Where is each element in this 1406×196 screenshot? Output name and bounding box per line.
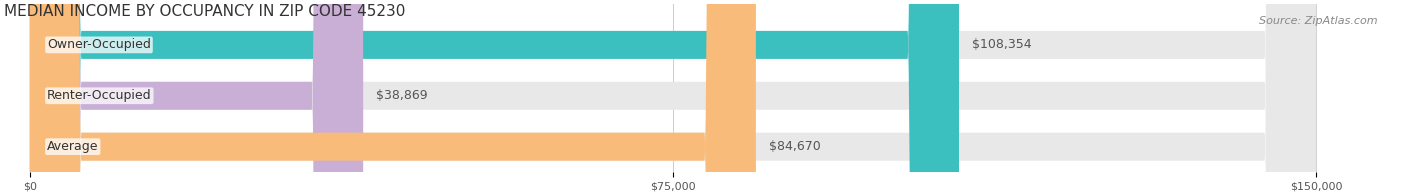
Text: $84,670: $84,670 [769,140,821,153]
FancyBboxPatch shape [30,0,1316,196]
FancyBboxPatch shape [30,0,1316,196]
Text: Average: Average [46,140,98,153]
Text: $108,354: $108,354 [972,38,1032,51]
FancyBboxPatch shape [30,0,756,196]
FancyBboxPatch shape [30,0,959,196]
Text: Owner-Occupied: Owner-Occupied [46,38,150,51]
FancyBboxPatch shape [30,0,1316,196]
Text: Renter-Occupied: Renter-Occupied [46,89,152,102]
Text: MEDIAN INCOME BY OCCUPANCY IN ZIP CODE 45230: MEDIAN INCOME BY OCCUPANCY IN ZIP CODE 4… [4,4,405,19]
Text: Source: ZipAtlas.com: Source: ZipAtlas.com [1260,16,1378,26]
FancyBboxPatch shape [30,0,363,196]
Text: $38,869: $38,869 [375,89,427,102]
